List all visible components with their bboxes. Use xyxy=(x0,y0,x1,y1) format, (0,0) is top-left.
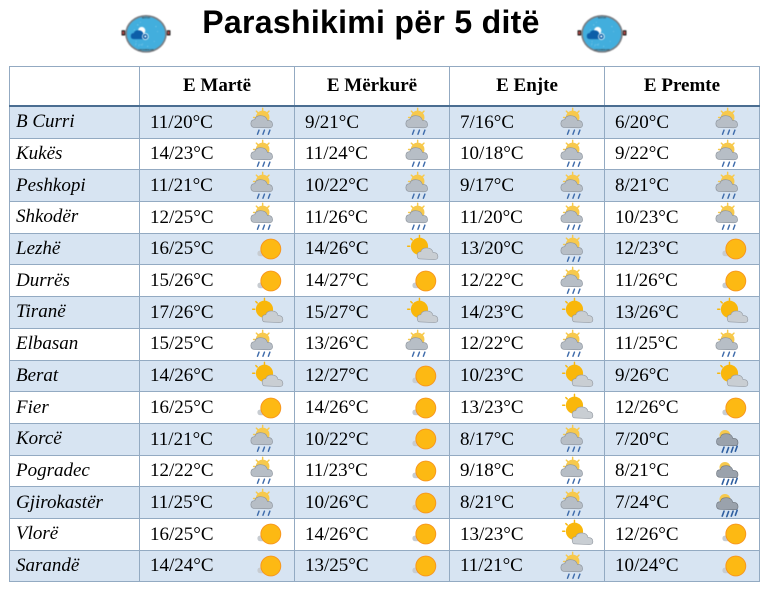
svg-text:INSTITUTI: INSTITUTI xyxy=(598,18,607,20)
svg-text:INSTITUTI: INSTITUTI xyxy=(142,18,151,20)
